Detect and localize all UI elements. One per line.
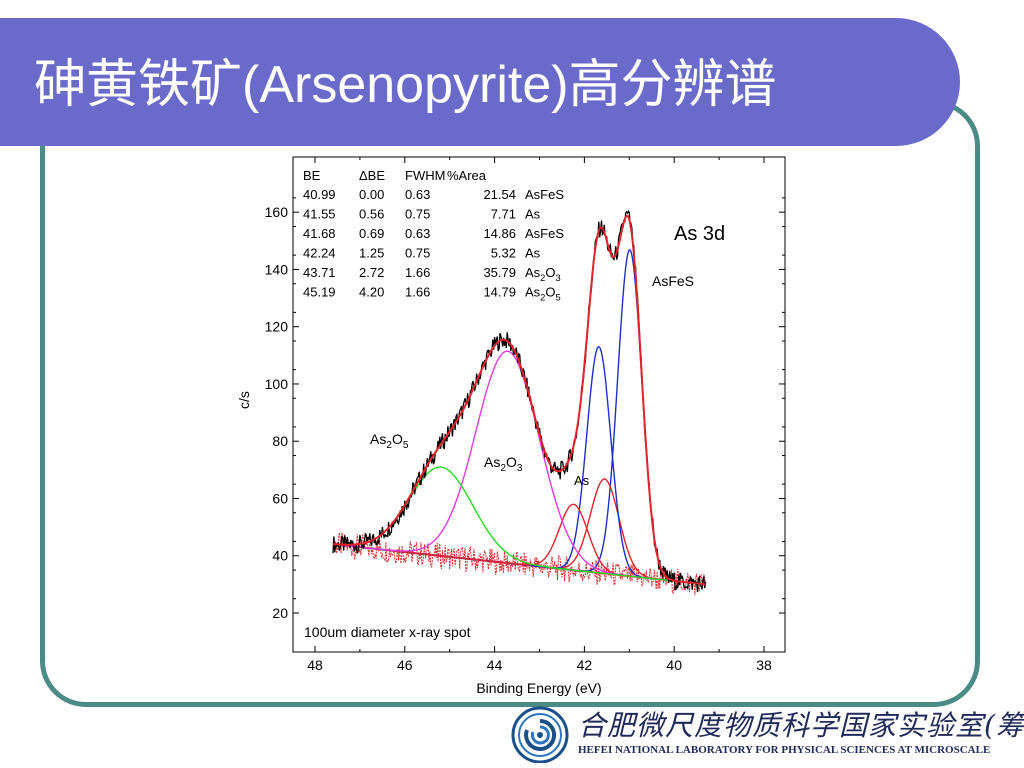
- y-tick-label: 40: [272, 548, 288, 564]
- y-tick-label: 100: [265, 376, 289, 392]
- table-cell: 4.20: [359, 285, 384, 300]
- curves: [332, 209, 707, 596]
- as2o3-label: As2O3: [484, 454, 523, 474]
- table-cell: 0.63: [405, 187, 430, 202]
- spot-label: 100um diameter x-ray spot: [304, 624, 471, 640]
- y-tick-label: 20: [272, 605, 288, 621]
- hefei-lab-logo-icon: [511, 706, 569, 763]
- asfes-label: AsFeS: [652, 273, 694, 289]
- footer-lab-name-cn: 合肥微尺度物质科学国家实验室(筹): [578, 709, 1024, 742]
- table-cell: 0.69: [359, 226, 384, 241]
- table-cell: As: [525, 246, 541, 261]
- table-cell: 1.66: [405, 265, 430, 280]
- table-header: ΔBE: [359, 168, 385, 183]
- annotations: As 3d AsFeS As2O5 As2O3 As 100um diameter x-r…: [304, 223, 725, 640]
- y-tick-label: 80: [272, 433, 288, 449]
- y-tick-label: 120: [265, 319, 289, 335]
- table-cell: 42.24: [303, 246, 336, 261]
- table-cell: As2O3: [525, 265, 561, 283]
- table-cell: 5.32: [491, 246, 516, 261]
- x-tick-label: 44: [487, 657, 503, 673]
- residual-curve: [332, 532, 707, 596]
- table-cell: 40.99: [303, 187, 336, 202]
- peak-table: BE ΔBE FWHM %Area 40.99 0.00 0.63 21.54 AsFeS 41.…: [303, 168, 564, 303]
- table-cell: 1.66: [405, 285, 430, 300]
- table-cell: 0.63: [405, 226, 430, 241]
- table-cell: 21.54: [483, 187, 516, 202]
- title-bar: 砷黄铁矿(Arsenopyrite)高分辨谱: [0, 18, 960, 146]
- x-tick-label: 46: [397, 657, 413, 673]
- table-header: BE: [303, 168, 321, 183]
- x-tick-label: 42: [577, 657, 593, 673]
- table-cell: 0.56: [359, 207, 384, 222]
- x-tick-label: 38: [756, 657, 772, 673]
- as-label: As: [574, 473, 590, 488]
- table-cell: 7.71: [491, 207, 516, 222]
- table-cell: 0.00: [359, 187, 384, 202]
- table-cell: AsFeS: [525, 226, 564, 241]
- footer-lab-name-en: HEFEI NATIONAL LABORATORY FOR PHYSICAL S…: [578, 744, 991, 756]
- table-cell: 14.86: [483, 226, 516, 241]
- table-cell: 45.19: [303, 285, 336, 300]
- table-cell: 0.75: [405, 246, 430, 261]
- table-header: FWHM: [405, 168, 445, 183]
- table-header: %Area: [447, 168, 487, 183]
- table-cell: 41.68: [303, 226, 336, 241]
- table-cell: 0.75: [405, 207, 430, 222]
- table-cell: 41.55: [303, 207, 336, 222]
- table-cell: 35.79: [483, 265, 516, 280]
- fit-envelope-curve: [332, 214, 706, 586]
- table-cell: 14.79: [483, 285, 516, 300]
- slide-title: 砷黄铁矿(Arsenopyrite)高分辨谱: [34, 56, 777, 114]
- chart-title-label: As 3d: [674, 223, 725, 245]
- x-tick-label: 48: [307, 657, 323, 673]
- table-cell: AsFeS: [525, 187, 564, 202]
- as2o5-label: As2O5: [370, 431, 409, 451]
- x-tick-label: 40: [666, 657, 682, 673]
- y-tick-label: 160: [265, 204, 289, 220]
- x-axis-label: Binding Energy (eV): [476, 680, 601, 696]
- table-cell: 43.71: [303, 265, 336, 280]
- y-tick-label: 140: [265, 261, 289, 277]
- table-cell: As2O5: [525, 285, 561, 303]
- table-cell: 1.25: [359, 246, 384, 261]
- axis-ticks: 20 40 60 80 100 120 140 160 48 46 44 42 40 38 Binding …: [236, 157, 785, 696]
- y-tick-label: 60: [272, 490, 288, 506]
- y-axis-label: c/s: [236, 391, 252, 409]
- table-cell: 2.72: [359, 265, 384, 280]
- table-cell: As: [525, 207, 541, 222]
